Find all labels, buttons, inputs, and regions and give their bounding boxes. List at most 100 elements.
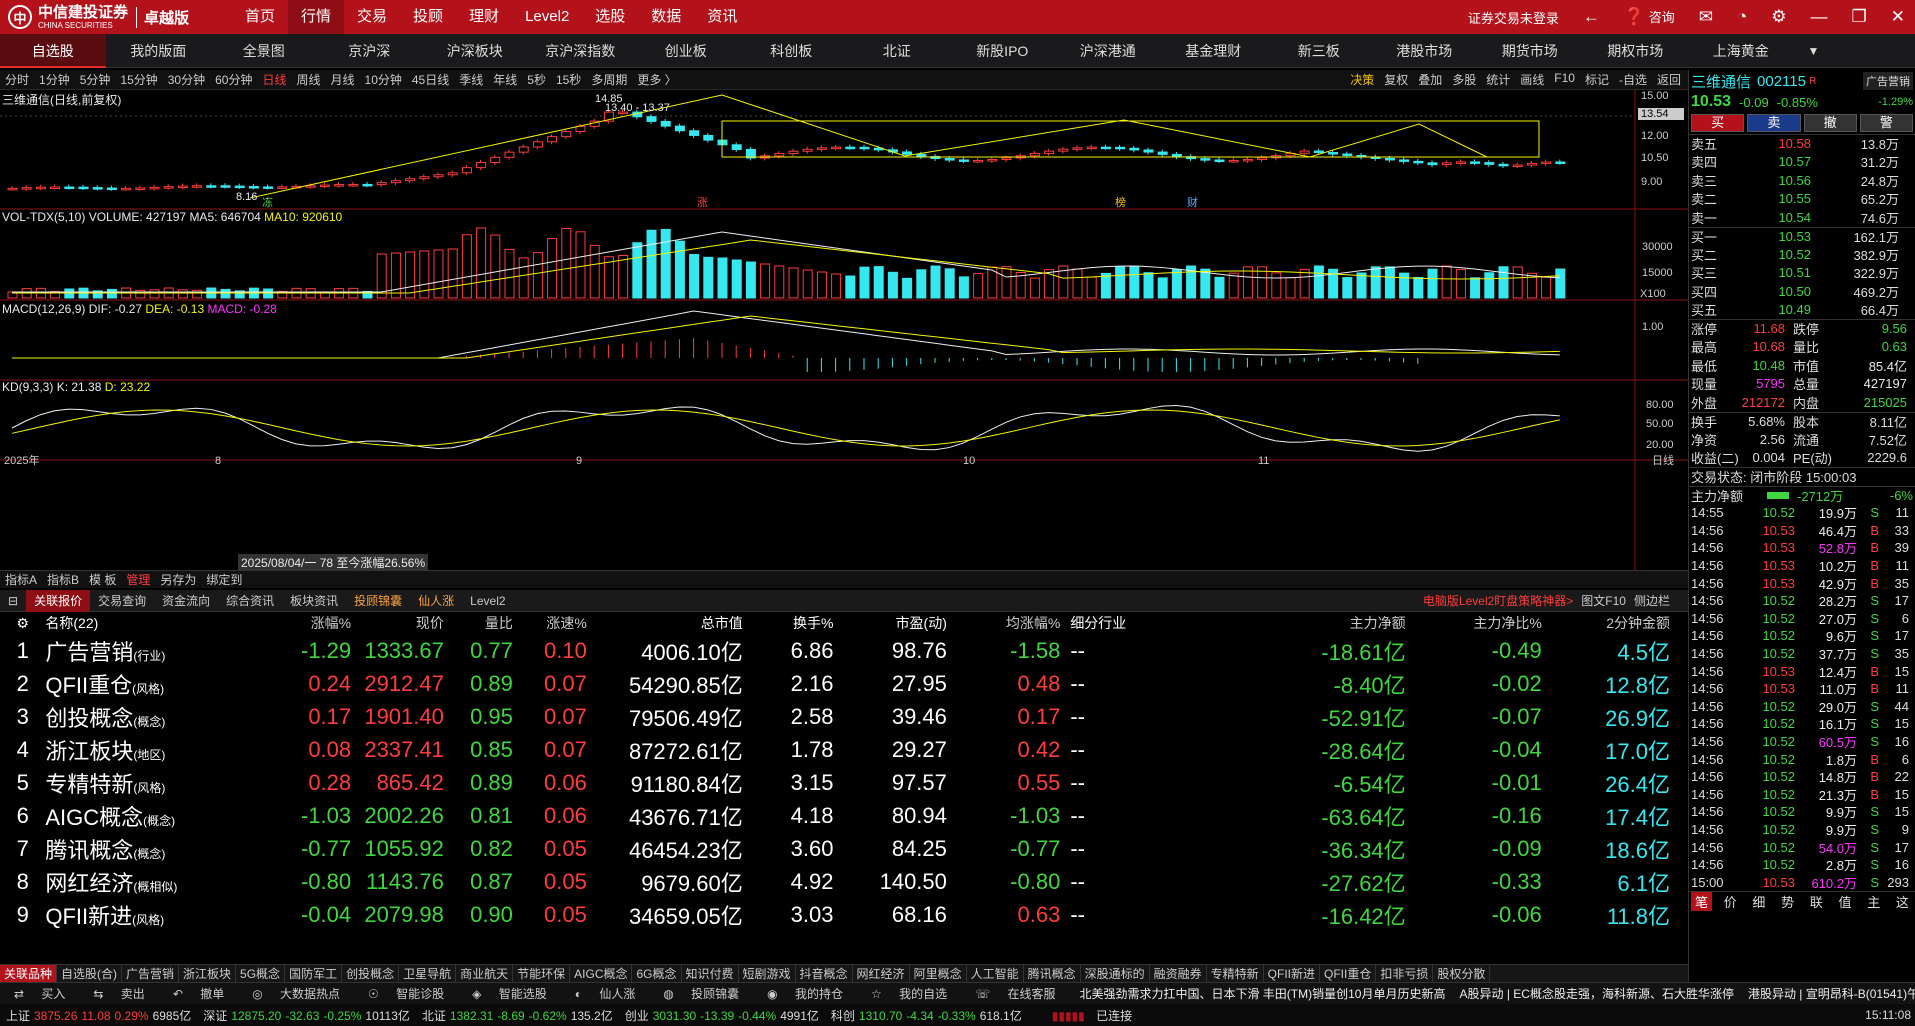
sector-tab[interactable]: 商业航天	[456, 965, 514, 982]
sector-tab[interactable]: 5G概念	[236, 965, 286, 982]
period-option[interactable]: 5秒	[527, 73, 546, 87]
category-tab[interactable]: 自选股	[0, 33, 106, 68]
gear-icon[interactable]: ⚙	[1771, 7, 1787, 26]
period-option[interactable]: 多周期	[591, 73, 628, 87]
settings-icon[interactable]: ⚙	[16, 614, 29, 631]
list-tab[interactable]: 关联报价	[26, 589, 91, 612]
minimize-icon[interactable]: —	[1810, 7, 1828, 26]
kline-chart-area[interactable]: 15.0013.5412.0010.509.0013.54冻涨榜财3000015…	[0, 90, 1688, 571]
column-header[interactable]: 现价	[415, 615, 444, 631]
restore-icon[interactable]: ❐	[1851, 7, 1867, 26]
chart-tool[interactable]: 决策	[1350, 73, 1375, 87]
toolbar-button[interactable]: ◍ 投顾锦囊	[649, 985, 753, 1002]
sector-tab[interactable]: 广告营销	[122, 965, 180, 982]
column-header[interactable]: 量比	[484, 615, 513, 631]
news-ticker-2[interactable]: A股异动 | EC概念股走强，海科新源、石大胜华涨停	[1459, 987, 1734, 1001]
column-header[interactable]: 细分行业	[1070, 615, 1127, 631]
sector-tab[interactable]: 扣非亏损	[1376, 965, 1434, 982]
period-option[interactable]: 5分钟	[79, 73, 111, 87]
list-tab[interactable]: 投顾锦囊	[354, 594, 403, 608]
column-header[interactable]: 市盈(动)	[895, 615, 947, 631]
chart-tool[interactable]: 标记	[1584, 73, 1609, 87]
category-tab[interactable]: 沪深港通	[1079, 42, 1136, 59]
period-option[interactable]: 15分钟	[120, 73, 158, 87]
news-ticker[interactable]: 北美强劲需求力扛中国、日本下滑 丰田(TM)销量创10月单月历史新高	[1079, 987, 1446, 1001]
list-tab[interactable]: 综合资讯	[226, 594, 275, 608]
quote-tab[interactable]: 这	[1895, 895, 1909, 911]
skin-icon[interactable]: ◔	[1736, 7, 1748, 26]
quote-tab[interactable]: 笔	[1691, 892, 1713, 912]
index-summary[interactable]: 北证 1382.31 -8.69 -0.62% 135.2亿	[416, 1007, 619, 1024]
quote-tab[interactable]: 联	[1809, 895, 1823, 911]
consult-button[interactable]: ❓ 咨询	[1623, 7, 1675, 26]
chart-tool[interactable]: 复权	[1384, 73, 1409, 87]
chart-tool[interactable]: F10	[1554, 71, 1575, 85]
indicator-tab[interactable]: 指标A	[5, 573, 38, 587]
mail-icon[interactable]: ✉	[1698, 7, 1713, 26]
period-option[interactable]: 60分钟	[215, 73, 253, 87]
category-tab[interactable]: 科创板	[770, 42, 813, 59]
sector-tab[interactable]: 短剧游戏	[739, 965, 796, 982]
table-row[interactable]: 3 创投概念(概念) 0.17 1901.40 0.95 0.07 79506.49亿 2.5…	[0, 700, 1670, 733]
collapse-icon[interactable]: ⊟	[8, 593, 19, 608]
chart-tool[interactable]: 多股	[1452, 73, 1477, 87]
column-header[interactable]: 名称(22)	[45, 615, 99, 631]
sector-tab[interactable]: AIGC概念	[570, 965, 633, 982]
sector-tab[interactable]: 深股通标的	[1081, 965, 1150, 982]
sector-tab[interactable]: 自选股(合)	[57, 965, 123, 982]
list-tab[interactable]: Level2	[470, 593, 506, 608]
kline-chart[interactable]: 15.0013.5412.0010.509.0013.54冻涨榜财3000015…	[0, 90, 1688, 570]
toolbar-button[interactable]: ◉ 我的持仓	[753, 985, 857, 1002]
table-row[interactable]: 7 腾讯概念(概念) -0.77 1055.92 0.82 0.05 46454.23亿 3.…	[0, 832, 1670, 865]
category-tab[interactable]: 全景图	[242, 42, 285, 59]
category-tab[interactable]: 沪深板块	[446, 42, 503, 59]
period-option[interactable]: 年线	[493, 73, 518, 87]
column-header[interactable]: 涨幅%	[310, 615, 352, 631]
sector-tab[interactable]: 卫星导航	[399, 965, 457, 982]
sector-tab[interactable]: 浙江板块	[179, 965, 237, 982]
column-header[interactable]: 2分钟金额	[1606, 615, 1670, 631]
nav-item[interactable]: 资讯	[707, 8, 738, 25]
back-arrow-icon[interactable]: ←	[1582, 7, 1600, 26]
list-tab[interactable]: 资金流向	[162, 594, 211, 608]
period-option[interactable]: 分时	[5, 73, 30, 87]
column-header[interactable]: 主力净比%	[1473, 615, 1542, 631]
column-header[interactable]: 总市值	[700, 615, 743, 631]
table-row[interactable]: 6 AIGC概念(概念) -1.03 2002.26 0.81 0.06 43676.71亿…	[0, 799, 1670, 832]
nav-item[interactable]: 投顾	[413, 8, 444, 25]
table-row[interactable]: 5 专精特新(风格) 0.28 865.42 0.89 0.06 91180.84亿 3.15…	[0, 766, 1670, 799]
quote-action-button[interactable]: 卖	[1747, 114, 1801, 132]
chart-tool[interactable]: 画线	[1520, 73, 1545, 87]
quote-tab[interactable]: 主	[1867, 895, 1881, 911]
category-tab[interactable]: 港股市场	[1396, 42, 1453, 59]
column-header[interactable]: 主力净额	[1349, 615, 1406, 631]
sector-tab[interactable]: 创投概念	[342, 965, 400, 982]
close-icon[interactable]: ✕	[1890, 7, 1905, 26]
column-header[interactable]: 均涨幅%	[1005, 615, 1061, 631]
quote-action-button[interactable]: 买	[1691, 114, 1745, 132]
quote-tab[interactable]: 势	[1781, 895, 1795, 911]
table-row[interactable]: 8 网红经济(概相似) -0.80 1143.76 0.87 0.05 9679.60亿 4.…	[0, 865, 1670, 898]
toolbar-button[interactable]: ↶ 撤单	[159, 985, 238, 1002]
nav-item[interactable]: 交易	[357, 8, 388, 25]
sector-tab[interactable]: 国防军工	[285, 965, 343, 982]
sector-tab[interactable]: QFII重仓	[1320, 965, 1377, 982]
toolbar-button[interactable]: ⇄ 买入	[0, 985, 79, 1002]
table-row[interactable]: 4 浙江板块(地区) 0.08 2337.41 0.85 0.07 87272.61亿 1.7…	[0, 733, 1670, 766]
chart-tool[interactable]: 统计	[1486, 73, 1511, 87]
index-summary[interactable]: 上证 3875.26 11.08 0.29% 6985亿	[0, 1007, 197, 1024]
login-status[interactable]: 证券交易未登录	[1467, 10, 1559, 26]
column-header[interactable]: 涨速%	[546, 615, 587, 631]
index-summary[interactable]: 深证 12875.20 -32.63 -0.25% 10113亿	[197, 1007, 416, 1024]
sector-tab[interactable]: 关联品种	[0, 965, 58, 982]
nav-item[interactable]: 理财	[469, 8, 500, 25]
list-tab[interactable]: 板块资讯	[290, 594, 339, 608]
list-tab[interactable]: 交易查询	[98, 594, 147, 608]
sector-tab[interactable]: 融资融券	[1150, 965, 1207, 982]
period-option[interactable]: 周线	[296, 73, 321, 87]
list-tab[interactable]: 仙人涨	[418, 594, 455, 608]
indicator-tab[interactable]: 绑定到	[206, 573, 243, 587]
quote-tab[interactable]: 值	[1838, 895, 1852, 911]
category-tab[interactable]: 期权市场	[1607, 42, 1664, 59]
column-header[interactable]: 换手%	[793, 615, 834, 631]
